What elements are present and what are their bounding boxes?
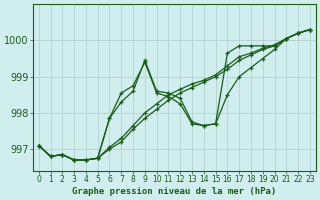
X-axis label: Graphe pression niveau de la mer (hPa): Graphe pression niveau de la mer (hPa) [72, 187, 276, 196]
